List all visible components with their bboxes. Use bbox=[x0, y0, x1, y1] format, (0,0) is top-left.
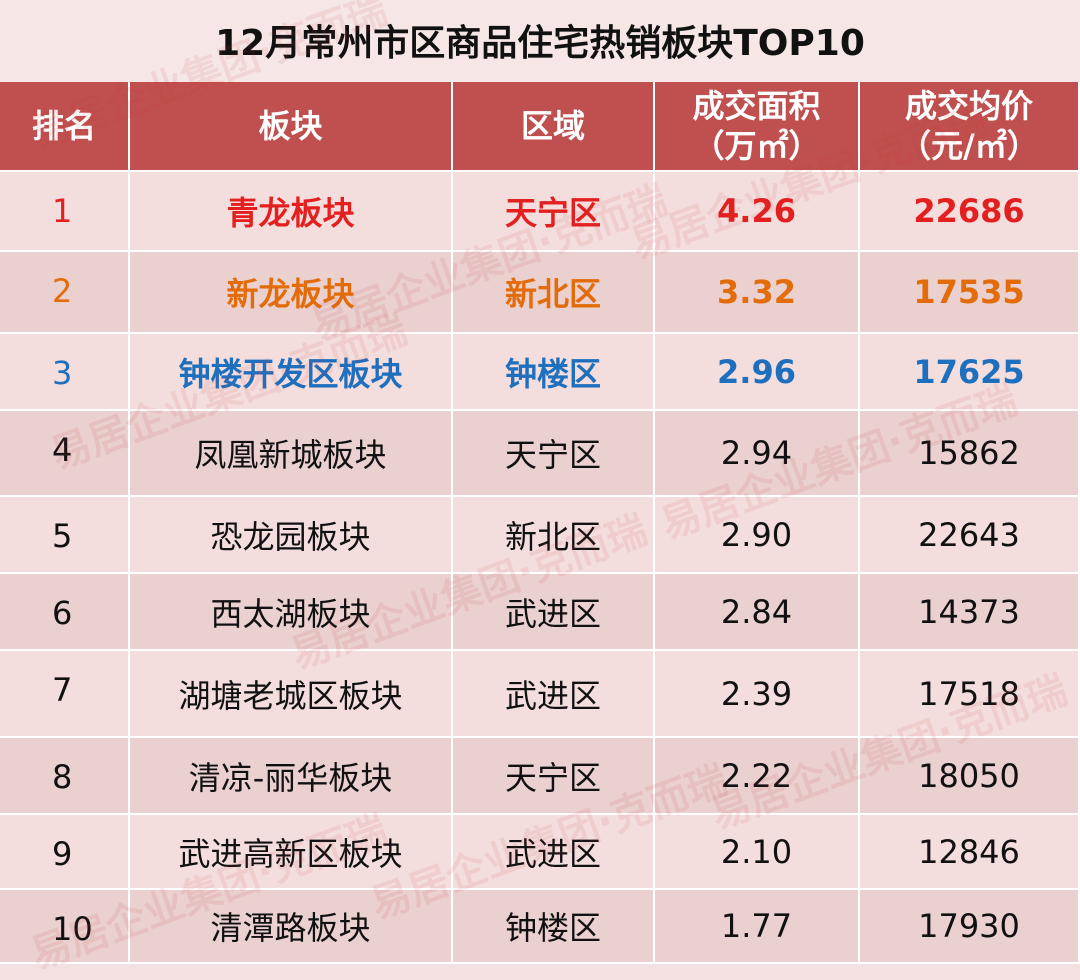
table-cell: 18050 bbox=[860, 738, 1080, 813]
table-row: 7 湖塘老城区板块 武进区 2.39 17518 bbox=[0, 651, 1080, 738]
table-row: 6 西太湖板块 武进区 2.84 14373 bbox=[0, 574, 1080, 651]
header-cell: 区域 bbox=[453, 82, 655, 170]
rank-cell: 4 bbox=[0, 411, 130, 495]
table-cell: 2.96 bbox=[655, 334, 860, 409]
table-cell: 22686 bbox=[860, 172, 1080, 250]
rank-cell: 5 bbox=[0, 497, 130, 572]
header-text: 成交面积 bbox=[692, 87, 821, 125]
table-cell: 钟楼区 bbox=[453, 334, 655, 409]
table-cell: 武进高新区板块 bbox=[130, 815, 453, 888]
header-text: 成交均价 bbox=[904, 87, 1033, 125]
table-cell: 武进区 bbox=[453, 815, 655, 888]
table-cell: 17930 bbox=[860, 890, 1080, 962]
table-cell: 新龙板块 bbox=[130, 252, 453, 332]
table-cell: 武进区 bbox=[453, 651, 655, 736]
rank-cell: 7 bbox=[0, 651, 130, 736]
table-cell: 青龙板块 bbox=[130, 172, 453, 250]
rank-cell: 10 bbox=[0, 890, 130, 962]
table-cell: 新北区 bbox=[453, 497, 655, 572]
header-row: 排名 板块 区域 成交面积 （万㎡） 成交均价 （元/㎡） bbox=[0, 82, 1080, 172]
table-cell: 22643 bbox=[860, 497, 1080, 572]
table-cell: 钟楼开发区板块 bbox=[130, 334, 453, 409]
table-cell: 3.32 bbox=[655, 252, 860, 332]
rank-cell: 9 bbox=[0, 815, 130, 888]
header-text: 排名 bbox=[31, 107, 96, 145]
rank-cell: 8 bbox=[0, 738, 130, 813]
table-cell: 凤凰新城板块 bbox=[130, 411, 453, 495]
table-row: 8 清凉-丽华板块 天宁区 2.22 18050 bbox=[0, 738, 1080, 815]
table-row: 2 新龙板块 新北区 3.32 17535 bbox=[0, 252, 1080, 334]
header-cell: 板块 bbox=[130, 82, 453, 170]
table-cell: 4.26 bbox=[655, 172, 860, 250]
table-cell: 恐龙园板块 bbox=[130, 497, 453, 572]
table-cell: 12846 bbox=[860, 815, 1080, 888]
table-row: 4 凤凰新城板块 天宁区 2.94 15862 bbox=[0, 411, 1080, 497]
table-cell: 2.39 bbox=[655, 651, 860, 736]
header-cell: 排名 bbox=[0, 82, 130, 170]
table-cell: 17535 bbox=[860, 252, 1080, 332]
table-cell: 15862 bbox=[860, 411, 1080, 495]
header-text: 区域 bbox=[520, 107, 585, 145]
header-text: （元/㎡） bbox=[899, 127, 1039, 165]
table-cell: 2.10 bbox=[655, 815, 860, 888]
header-cell: 成交面积 （万㎡） bbox=[655, 82, 860, 170]
table-cell: 天宁区 bbox=[453, 738, 655, 813]
table-row: 10 清潭路板块 钟楼区 1.77 17930 bbox=[0, 890, 1080, 964]
table-row: 5 恐龙园板块 新北区 2.90 22643 bbox=[0, 497, 1080, 574]
table-title: 12月常州市区商品住宅热销板块TOP10 bbox=[0, 0, 1080, 82]
table-cell: 湖塘老城区板块 bbox=[130, 651, 453, 736]
table-cell: 2.22 bbox=[655, 738, 860, 813]
table-cell: 清凉-丽华板块 bbox=[130, 738, 453, 813]
table-cell: 17518 bbox=[860, 651, 1080, 736]
table-cell: 武进区 bbox=[453, 574, 655, 649]
rank-cell: 2 bbox=[0, 252, 130, 332]
table-cell: 新北区 bbox=[453, 252, 655, 332]
rank-cell: 6 bbox=[0, 574, 130, 649]
table-cell: 17625 bbox=[860, 334, 1080, 409]
table-cell: 西太湖板块 bbox=[130, 574, 453, 649]
table-cell: 天宁区 bbox=[453, 411, 655, 495]
table-cell: 1.77 bbox=[655, 890, 860, 962]
table-row: 1 青龙板块 天宁区 4.26 22686 bbox=[0, 172, 1080, 252]
table-cell: 清潭路板块 bbox=[130, 890, 453, 962]
table-cell: 天宁区 bbox=[453, 172, 655, 250]
rank-cell: 3 bbox=[0, 334, 130, 409]
table-row: 3 钟楼开发区板块 钟楼区 2.96 17625 bbox=[0, 334, 1080, 411]
table-cell: 钟楼区 bbox=[453, 890, 655, 962]
table: 排名 板块 区域 成交面积 （万㎡） 成交均价 （元/㎡） 1 青龙板块 天宁区 4.26 22686… bbox=[0, 82, 1080, 964]
header-cell: 成交均价 （元/㎡） bbox=[860, 82, 1080, 170]
table-row: 9 武进高新区板块 武进区 2.10 12846 bbox=[0, 815, 1080, 890]
table-cell: 14373 bbox=[860, 574, 1080, 649]
table-cell: 2.90 bbox=[655, 497, 860, 572]
rank-cell: 1 bbox=[0, 172, 130, 250]
header-text: 板块 bbox=[258, 107, 323, 145]
header-text: （万㎡） bbox=[692, 127, 821, 165]
table-cell: 2.94 bbox=[655, 411, 860, 495]
table-cell: 2.84 bbox=[655, 574, 860, 649]
